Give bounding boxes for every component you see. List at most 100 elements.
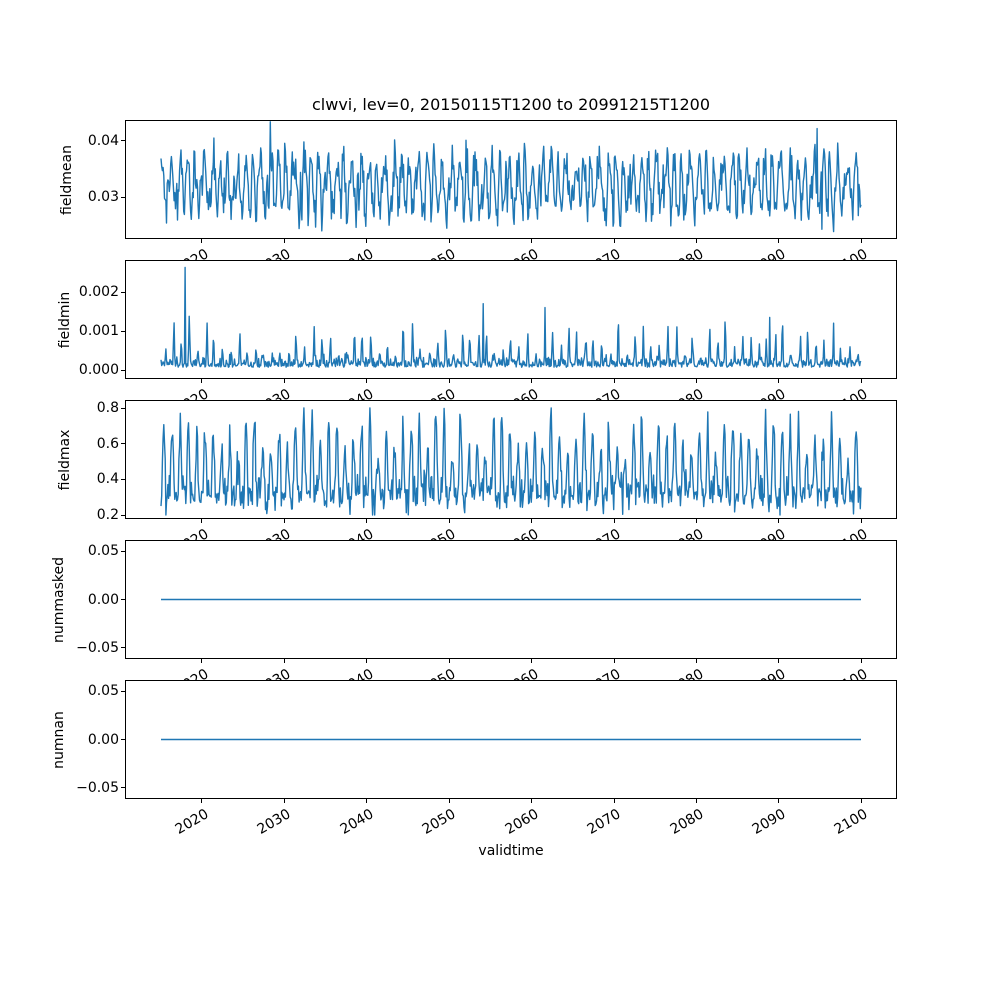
y-axis-label-fieldmin: fieldmin (57, 291, 73, 348)
x-tick-mark (696, 519, 697, 523)
x-tick-label: 2020 (173, 246, 212, 260)
x-tick-label: 2080 (667, 526, 706, 540)
x-tick-mark (201, 659, 203, 663)
fieldmax-series-line (160, 407, 862, 516)
x-tick-mark (201, 519, 203, 523)
y-tick-label: 0.001 (78, 323, 119, 339)
x-tick-label: 2020 (172, 806, 212, 838)
fieldmean-series-line (160, 121, 862, 233)
x-tick-label: 2040 (337, 806, 377, 838)
y-tick-mark (121, 478, 125, 480)
x-tick-label: 2080 (667, 386, 706, 400)
x-tick-mark (778, 659, 780, 663)
x-tick-label: 2030 (255, 666, 294, 680)
x-tick-label: 2040 (337, 526, 376, 540)
x-tick-mark (283, 659, 285, 663)
y-axis-label-nummasked: nummasked (51, 556, 67, 643)
x-tick-mark (860, 379, 862, 383)
x-tick-label: 2070 (585, 666, 624, 680)
x-tick-label: 2030 (255, 386, 294, 400)
x-tick-label: 2090 (750, 386, 789, 400)
subplot-numnan: −0.05 0.00 0.05 numnan (51, 680, 897, 803)
x-tick-label: 2030 (254, 806, 294, 838)
clipped-x-tick-labels: 2020 2030 2040 2050 2060 2070 2080 2090 2100 (0, 243, 1000, 260)
fieldmin-series-line (160, 266, 862, 368)
x-axis-label: validtime (478, 843, 544, 859)
x-tick-mark (613, 659, 615, 663)
y-tick-mark (121, 739, 125, 740)
x-tick-mark (531, 239, 533, 243)
y-tick-mark (121, 369, 125, 371)
x-tick-mark (201, 239, 203, 243)
x-tick-mark (531, 519, 533, 523)
clipped-x-tick-labels: 2020 2030 2040 2050 2060 2070 2080 2090 2100 (0, 383, 1000, 400)
plot-area-numnan (161, 738, 861, 741)
y-tick-mark (121, 196, 125, 198)
figure-title: clwvi, lev=0, 20150115T1200 to 20991215T… (311, 95, 711, 114)
y-tick-mark (121, 787, 125, 789)
x-tick-mark (448, 379, 450, 383)
y-tick-mark (121, 690, 125, 692)
x-tick-label: 2040 (337, 386, 376, 400)
x-tick-mark (531, 799, 533, 803)
y-tick-mark (121, 330, 125, 332)
clipped-x-tick-labels: 2020 2030 2040 2050 2060 2070 2080 2090 2100 (0, 663, 1000, 680)
x-tick-mark (366, 379, 368, 383)
x-tick-label: 2070 (584, 806, 624, 838)
y-tick-label: 0.05 (87, 543, 119, 560)
x-tick-label: 2030 (255, 526, 294, 540)
y-tick-mark (121, 291, 125, 293)
clipped-x-tick-labels: 2020 2030 2040 2050 2060 2070 2080 2090 2100 (0, 523, 1000, 540)
y-tick-label: 0.000 (78, 362, 119, 378)
y-tick-mark (121, 647, 125, 649)
x-tick-mark (778, 239, 780, 243)
plot-area-fieldmin (160, 266, 862, 368)
x-tick-mark (283, 379, 285, 383)
y-axis-label-fieldmean: fieldmean (59, 144, 75, 215)
x-tick-mark (613, 519, 615, 523)
x-tick-label: 2090 (750, 526, 789, 540)
x-tick-mark (283, 799, 285, 803)
x-tick-mark (366, 239, 368, 243)
x-tick-mark (613, 799, 615, 803)
x-tick-mark (778, 379, 780, 383)
y-tick-label: 0.04 (87, 132, 119, 149)
x-tick-mark (201, 379, 203, 383)
x-tick-label: 2060 (502, 526, 541, 540)
x-tick-label: 2050 (420, 666, 459, 680)
x-tick-mark (613, 239, 615, 243)
x-tick-label: 2030 (255, 246, 294, 260)
x-tick-mark (448, 659, 450, 663)
subplot-nummasked: −0.05 0.00 0.05 nummasked (51, 540, 897, 663)
x-tick-mark (778, 519, 780, 523)
y-tick-label: 0.2 (96, 507, 119, 523)
x-tick-mark (366, 519, 368, 523)
x-tick-mark (366, 799, 368, 803)
y-tick-label: 0.4 (96, 471, 119, 488)
y-tick-label: 0.05 (87, 683, 119, 700)
plot-area-fieldmean (160, 121, 862, 233)
x-tick-label: 2020 (173, 526, 212, 540)
x-tick-mark (696, 799, 697, 803)
x-tick-label: 2100 (832, 386, 871, 400)
y-tick-mark (121, 140, 125, 141)
x-tick-mark (366, 659, 368, 663)
x-tick-mark (201, 799, 203, 803)
subplot-fieldmean: 0.03 0.04 fieldmean (59, 120, 897, 243)
subplot-fieldmin: 0.000 0.001 0.002 fieldmin (57, 260, 897, 383)
x-tick-label: 2040 (337, 666, 376, 680)
x-tick-label: 2090 (750, 246, 789, 260)
x-tick-label: 2060 (502, 666, 541, 680)
x-tick-mark (860, 519, 862, 523)
x-tick-labels: 2020 2030 2040 2050 2060 2070 2080 2090 2100 (0, 803, 1000, 843)
x-tick-label: 2080 (667, 666, 706, 680)
y-tick-mark (121, 443, 125, 445)
x-tick-mark (860, 799, 862, 803)
x-tick-mark (448, 519, 450, 523)
x-tick-label: 2080 (667, 806, 706, 838)
x-tick-label: 2060 (502, 386, 541, 400)
x-tick-label: 2020 (173, 386, 212, 400)
x-tick-label: 2070 (585, 386, 624, 400)
y-tick-mark (121, 599, 125, 600)
x-tick-mark (696, 239, 697, 243)
